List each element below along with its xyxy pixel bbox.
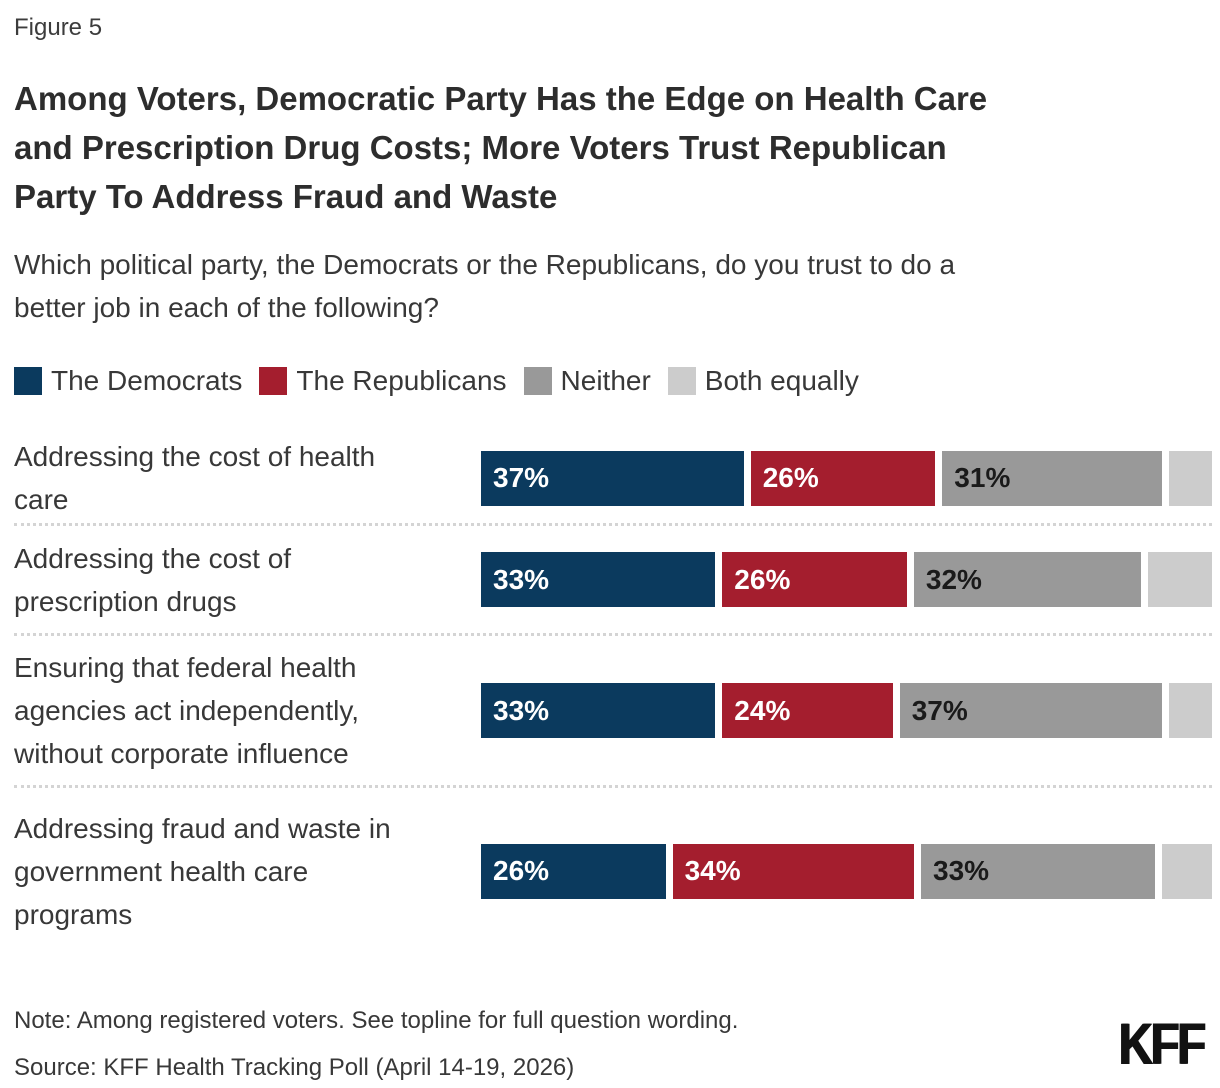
bar-value-label: 24% bbox=[734, 694, 791, 726]
bar-value-label: 26% bbox=[493, 855, 550, 886]
bar-group: 33% 24% 37% bbox=[481, 683, 1212, 738]
bar-segment-the-republicans: 26% bbox=[722, 552, 907, 607]
legend-label: Both equally bbox=[704, 365, 859, 396]
kff-logo: KFF bbox=[1118, 1012, 1207, 1077]
legend-swatch-both-equally bbox=[667, 367, 696, 395]
bar-segment-the-republicans: 24% bbox=[722, 683, 893, 738]
legend-item-neither: Neither bbox=[523, 365, 651, 397]
figure-label: Figure 5 bbox=[14, 14, 103, 41]
bar-segment-neither: 37% bbox=[899, 683, 1163, 738]
bar-value-label: 32% bbox=[925, 563, 982, 595]
bar-value-label: 34% bbox=[684, 855, 741, 886]
category-label: Ensuring that federal health agencies ac… bbox=[14, 652, 360, 769]
bar-value-label: 26% bbox=[734, 563, 791, 595]
chart-footer: Note: Among registered voters. See topli… bbox=[14, 1006, 1212, 1083]
bar-segment-neither: 31% bbox=[942, 450, 1163, 506]
chart-title: Among Voters, Democratic Party Has the E… bbox=[14, 80, 988, 215]
legend-swatch-the-democrats bbox=[14, 367, 42, 395]
bar-segment-neither: 32% bbox=[913, 552, 1142, 607]
bar-segment-the-republicans: 26% bbox=[750, 450, 936, 506]
bar-value-label: 37% bbox=[911, 694, 968, 726]
bar-group: 26% 34% 33% bbox=[481, 843, 1212, 899]
bar-segment-the-democrats: 33% bbox=[481, 552, 716, 607]
bar-value-label: 33% bbox=[933, 855, 990, 886]
chart-row-ensuring-that-federal-health: Ensuring that federal health agencies ac… bbox=[14, 636, 1212, 788]
legend-item-the-democrats: The Democrats bbox=[14, 365, 242, 397]
legend-label: The Republicans bbox=[296, 365, 507, 396]
stacked-bar-chart: Addressing the cost of health care 37% 26%… bbox=[14, 433, 1212, 954]
category-label: Addressing the cost of prescription drug… bbox=[14, 542, 292, 617]
legend-label: Neither bbox=[560, 365, 651, 396]
chart-row-addressing-fraud-and-waste-in: Addressing fraud and waste in government… bbox=[14, 788, 1212, 954]
bar-group: 33% 26% 32% bbox=[481, 552, 1212, 607]
bar-value-label: 37% bbox=[493, 462, 550, 493]
bar-segment-the-democrats: 37% bbox=[481, 450, 744, 506]
chart-row-addressing-the-cost-of-health: Addressing the cost of health care 37% 26%… bbox=[14, 433, 1212, 526]
bar-value-label: 26% bbox=[762, 462, 819, 493]
note-text: Note: Among registered voters. See topli… bbox=[14, 1007, 739, 1034]
legend-label: The Democrats bbox=[51, 365, 243, 396]
bar-value-label: 33% bbox=[493, 694, 550, 726]
bar-segment-both-equally bbox=[1148, 552, 1212, 607]
bar-segment-the-republicans: 34% bbox=[672, 843, 914, 899]
bar-segment-the-democrats: 26% bbox=[481, 843, 666, 899]
bar-segment-both-equally bbox=[1162, 843, 1212, 899]
bar-value-label: 31% bbox=[954, 462, 1011, 493]
bar-segment-both-equally bbox=[1169, 683, 1212, 738]
bar-segment-the-democrats: 33% bbox=[481, 683, 716, 738]
legend-item-both-equally: Both equally bbox=[667, 365, 859, 397]
chart-legend: The Democrats The Republicans Neither Both … bbox=[14, 365, 1220, 397]
category-label: Addressing fraud and waste in government… bbox=[14, 812, 391, 930]
chart-subtitle: Which political party, the Democrats or … bbox=[14, 249, 956, 323]
source-text: Source: KFF Health Tracking Poll (April … bbox=[14, 1054, 575, 1081]
chart-row-addressing-the-cost-of: Addressing the cost of prescription drug… bbox=[14, 526, 1212, 636]
category-label: Addressing the cost of health care bbox=[14, 441, 376, 515]
legend-item-the-republicans: The Republicans bbox=[259, 365, 507, 397]
bar-segment-both-equally bbox=[1169, 450, 1212, 506]
bar-group: 37% 26% 31% bbox=[481, 450, 1212, 506]
bar-value-label: 33% bbox=[493, 563, 550, 595]
bar-segment-neither: 33% bbox=[921, 843, 1156, 899]
legend-swatch-neither bbox=[523, 367, 552, 395]
legend-swatch-the-republicans bbox=[259, 367, 288, 395]
